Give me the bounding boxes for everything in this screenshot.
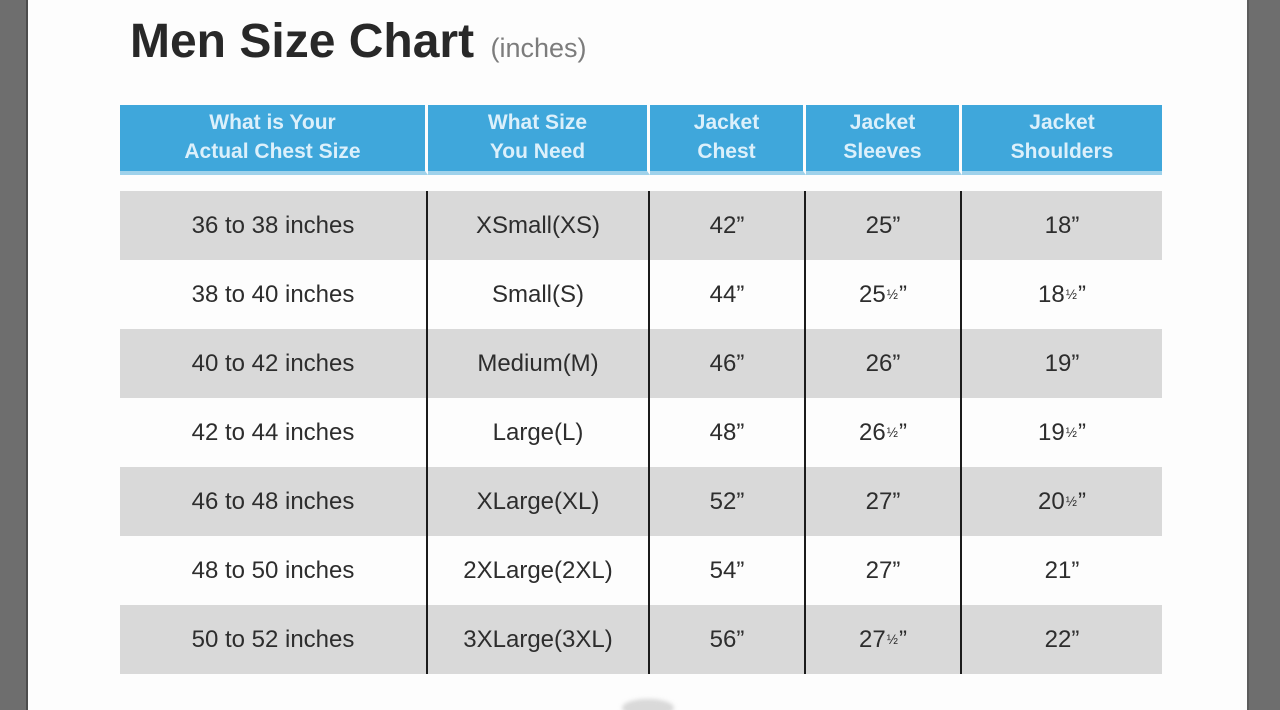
size-chart-table: What is Your Actual Chest Size What Size Yo… [120, 105, 1162, 674]
table-cell: 25 ½” [806, 260, 962, 329]
half-fraction-glyph: ½ [1065, 494, 1077, 509]
table-cell: 27” [806, 536, 962, 605]
table-cell: 27 ½” [806, 605, 962, 674]
table-header-row: What is Your Actual Chest Size What Size Yo… [120, 105, 1162, 175]
half-fraction-glyph: ½ [1065, 425, 1077, 440]
header-cell-3: Jacket Sleeves [806, 105, 962, 175]
table-cell: 36 to 38 inches [120, 191, 428, 260]
table-cell: 42 to 44 inches [120, 398, 428, 467]
table-cell: 46 to 48 inches [120, 467, 428, 536]
table-row: 42 to 44 inches Large(L) 48” 26 ½” 19 ½” [120, 398, 1162, 467]
header-cell-2: Jacket Chest [650, 105, 806, 175]
table-row: 38 to 40 inches Small(S) 44” 25 ½” 18 ½” [120, 260, 1162, 329]
table-cell: 56” [650, 605, 806, 674]
table-cell: 21” [1044, 556, 1080, 584]
table-cell: Medium(M) [428, 329, 650, 398]
page-title: Men Size Chart [130, 15, 475, 68]
table-cell: 18” [1044, 211, 1080, 239]
header-cell-1: What Size You Need [428, 105, 650, 175]
table-cell: 19 ½” [1038, 418, 1086, 446]
table-cell: Small(S) [428, 260, 650, 329]
table-cell: 26” [806, 329, 962, 398]
page-title-unit: (inches) [490, 33, 587, 63]
table-cell: 2XLarge(2XL) [428, 536, 650, 605]
table-row: 40 to 42 inches Medium(M) 46” 26” 19” [120, 329, 1162, 398]
table-cell: 44” [650, 260, 806, 329]
table-cell: 46” [650, 329, 806, 398]
table-cell: 22” [1044, 625, 1080, 653]
table-cell: 52” [650, 467, 806, 536]
table-cell: 18 ½” [1038, 280, 1086, 308]
table-cell: 27” [806, 467, 962, 536]
table-cell: 38 to 40 inches [120, 260, 428, 329]
table-cell: 3XLarge(3XL) [428, 605, 650, 674]
table-cell: XSmall(XS) [428, 191, 650, 260]
header-cell-4: Jacket Shoulders [962, 105, 1162, 175]
table-row: 36 to 38 inches XSmall(XS) 42” 25” 18” [120, 191, 1162, 260]
half-fraction-glyph: ½ [886, 632, 898, 647]
half-fraction-glyph: ½ [886, 425, 898, 440]
table-cell: Large(L) [428, 398, 650, 467]
header-cell-0: What is Your Actual Chest Size [120, 105, 428, 175]
table-cell: 25” [806, 191, 962, 260]
page-title-block: Men Size Chart (inches) [130, 14, 587, 69]
table-row: 48 to 50 inches 2XLarge(2XL) 54” 27” 21” [120, 536, 1162, 605]
table-cell: 50 to 52 inches [120, 605, 428, 674]
table-cell: 20 ½” [1038, 487, 1086, 515]
right-gray-strip [1247, 0, 1280, 710]
left-gray-strip [0, 0, 28, 710]
table-cell: 42” [650, 191, 806, 260]
table-cell: 48 to 50 inches [120, 536, 428, 605]
half-fraction-glyph: ½ [886, 287, 898, 302]
table-cell: XLarge(XL) [428, 467, 650, 536]
half-fraction-glyph: ½ [1065, 287, 1077, 302]
table-cell: 54” [650, 536, 806, 605]
table-cell: 48” [650, 398, 806, 467]
table-cell: 40 to 42 inches [120, 329, 428, 398]
table-cell: 19” [1044, 349, 1080, 377]
cropped-logo-mark [622, 699, 674, 710]
table-row: 46 to 48 inches XLarge(XL) 52” 27” 20 ½” [120, 467, 1162, 536]
table-cell: 26 ½” [806, 398, 962, 467]
table-row: 50 to 52 inches 3XLarge(3XL) 56” 27 ½” 22” [120, 605, 1162, 674]
table-body: 36 to 38 inches XSmall(XS) 42” 25” 18” 38 to … [120, 191, 1162, 674]
